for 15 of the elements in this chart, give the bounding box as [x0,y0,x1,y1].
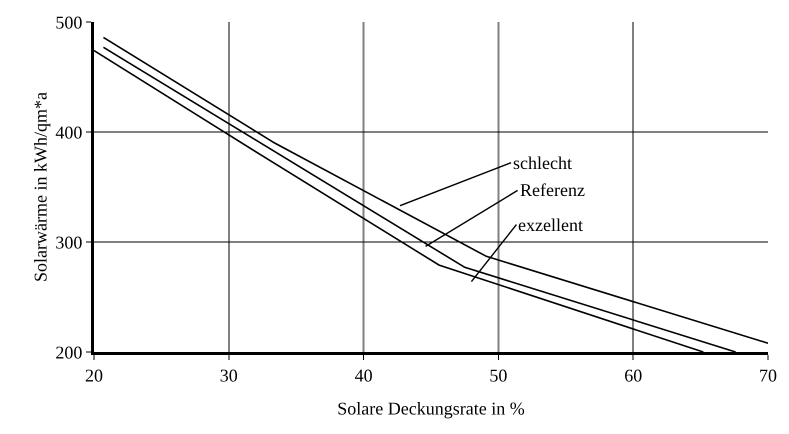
y-tick-label: 200 [55,342,82,362]
x-axis-title: Solare Deckungsrate in % [337,398,525,419]
annotation: Referenz [520,180,585,200]
x-tick-label: 50 [489,366,508,386]
annotation: exzellent [518,215,583,235]
annotation: schlecht [513,153,572,173]
y-tick-label: 300 [55,232,82,252]
x-tick-label: 70 [759,366,777,386]
x-tick-label: 20 [85,366,103,386]
y-tick-label: 400 [55,122,82,142]
y-tick-label: 500 [55,12,82,32]
x-tick-label: 30 [220,366,238,386]
y-axis-title: Solarwärme in kWh/qm*a [30,92,51,282]
x-tick-label: 60 [624,366,642,386]
x-tick-label: 40 [354,366,373,386]
